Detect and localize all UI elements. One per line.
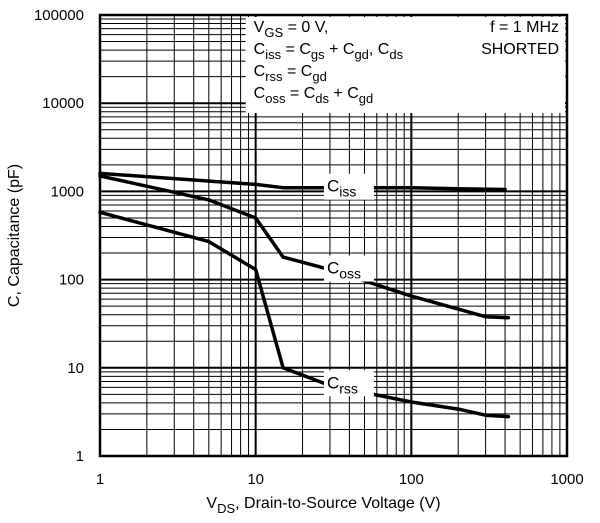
x-tick-label: 1 xyxy=(96,471,104,488)
y-tick-label: 1 xyxy=(76,448,84,465)
axis-titles: VDS, Drain-to-Source Voltage (V) C, Capac… xyxy=(6,164,441,516)
annotation-line: Crss = Cgd xyxy=(254,63,327,84)
plot-frame xyxy=(98,13,569,458)
series-label-text: Coss xyxy=(327,259,361,282)
series-label-text: Ciss xyxy=(327,177,356,200)
x-tick-label: 1000 xyxy=(550,471,583,488)
series-group: Ciss Coss Crss xyxy=(98,171,511,419)
annotation-line: Ciss = Cgs + Cgd, Cds xyxy=(254,41,404,62)
series-label-ciss: Ciss xyxy=(323,173,374,200)
annotation-right-text: SHORTED xyxy=(481,41,559,58)
y-tick-label: 10000 xyxy=(42,95,84,112)
annotation-right-text: f = 1 MHz xyxy=(490,19,559,36)
series-label-text: Crss xyxy=(327,373,358,396)
series-label-crss: Crss xyxy=(323,370,374,397)
series-label-coss: Coss xyxy=(323,255,374,282)
x-axis-title: VDS, Drain-to-Source Voltage (V) xyxy=(206,495,440,516)
annotation-line: Coss = Cds + Cgd xyxy=(254,85,374,106)
y-tick-label: 10 xyxy=(67,360,84,377)
series-label-bg xyxy=(323,255,374,282)
annotation-line: VGS = 0 V, xyxy=(254,19,329,40)
x-tick-label: 10 xyxy=(247,471,264,488)
series-line-coss xyxy=(98,174,511,320)
y-axis-title: C, Capacitance (pF) xyxy=(6,164,23,307)
tick-labels: 1 10 100 1000 1 10 100 1000 10000 100000 xyxy=(34,7,584,488)
y-tick-label: 1000 xyxy=(51,183,84,200)
series-label-bg xyxy=(323,370,374,397)
annotation-box xyxy=(245,17,565,113)
y-tick-label: 100000 xyxy=(34,7,84,24)
series-label-bg xyxy=(323,173,374,200)
x-tick-label: 100 xyxy=(399,471,424,488)
y-tick-label: 100 xyxy=(59,272,84,289)
